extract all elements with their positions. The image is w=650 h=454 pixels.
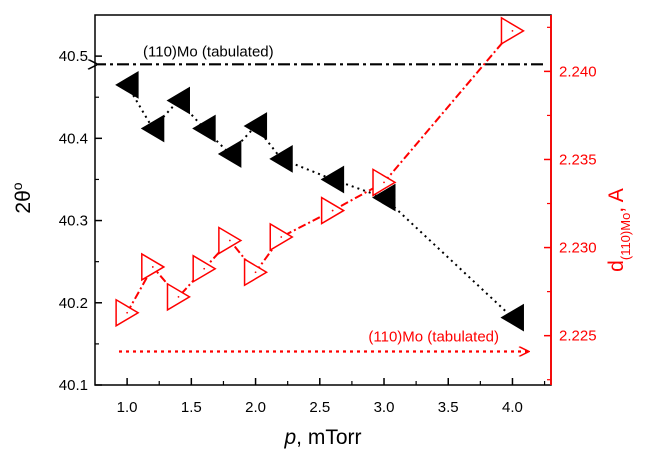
data-point-2theta: [269, 145, 293, 173]
right-y-tick-label: 2.240: [559, 63, 597, 80]
right-y-tick-label: 2.225: [559, 328, 597, 345]
right-y-axis-title: d(110)Mo, A: [605, 188, 633, 272]
left-y-tick-label: 40.4: [59, 130, 88, 147]
data-point-center-dot: [331, 209, 334, 212]
series-line-2theta: [126, 84, 514, 319]
right-y-tick-label: 2.230: [559, 240, 597, 257]
data-point-2theta: [320, 165, 345, 194]
data-point-center-dot: [151, 266, 154, 268]
data-point-2theta: [140, 114, 165, 143]
x-axis-title: p, mTorr: [283, 426, 361, 449]
data-point-center-dot: [228, 239, 231, 242]
series-line-d-spacing: [126, 30, 514, 314]
data-point-center-dot: [203, 267, 206, 270]
data-point-center-dot: [280, 236, 283, 238]
left-y-tick-label: 40.1: [59, 377, 88, 394]
x-tick-label: 1.5: [181, 399, 202, 416]
data-point-2theta: [372, 183, 396, 212]
data-point-2theta: [243, 112, 268, 140]
left-y-tick-label: 40.3: [59, 213, 88, 230]
data-point-center-dot: [126, 311, 129, 314]
data-point-2theta: [500, 303, 524, 332]
reference-label-2theta: (110)Mo (tabulated): [143, 43, 274, 60]
reference-lines: [98, 64, 543, 351]
x-tick-label: 3.0: [374, 399, 395, 416]
x-tick-label: 4.0: [502, 399, 523, 416]
data-point-2theta: [166, 86, 190, 115]
x-tick-label: 2.5: [309, 399, 330, 416]
annotations: (110)Mo (tabulated) (110)Mo (tabulated): [143, 43, 499, 345]
reference-label-d-spacing: (110)Mo (tabulated): [368, 329, 499, 346]
x-tick-label: 1.0: [117, 399, 138, 416]
x-tick-label: 3.5: [438, 399, 459, 416]
right-y-tick-label: 2.235: [559, 151, 597, 168]
data-point-2theta: [115, 71, 139, 99]
left-y-tick-label: 40.5: [59, 48, 88, 65]
left-y-axis-title: 2θo: [9, 182, 35, 213]
data-markers: [115, 16, 525, 332]
x-tick-label: 2.0: [245, 399, 266, 416]
data-point-center-dot: [177, 296, 180, 298]
left-y-tick-label: 40.2: [59, 295, 88, 312]
series-lines: [126, 30, 514, 319]
data-point-center-dot: [383, 181, 385, 184]
data-point-2theta: [192, 114, 216, 143]
axes: 1.0 1.5 2.0 2.5 3.0 3.5 4.0 40.1 40.2 40.3 40.4 40.…: [59, 15, 597, 416]
data-point-center-dot: [254, 271, 257, 274]
data-point-2theta: [217, 140, 242, 168]
data-point-center-dot: [511, 29, 514, 32]
